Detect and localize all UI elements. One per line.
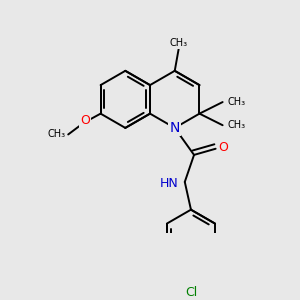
Text: CH₃: CH₃ bbox=[227, 97, 246, 107]
Text: CH₃: CH₃ bbox=[169, 38, 188, 48]
Text: O: O bbox=[80, 114, 90, 127]
Text: Cl: Cl bbox=[185, 286, 197, 299]
Text: CH₃: CH₃ bbox=[227, 120, 246, 130]
Text: O: O bbox=[218, 141, 228, 154]
Text: HN: HN bbox=[160, 177, 178, 190]
Text: N: N bbox=[169, 121, 180, 135]
Text: CH₃: CH₃ bbox=[48, 130, 66, 140]
